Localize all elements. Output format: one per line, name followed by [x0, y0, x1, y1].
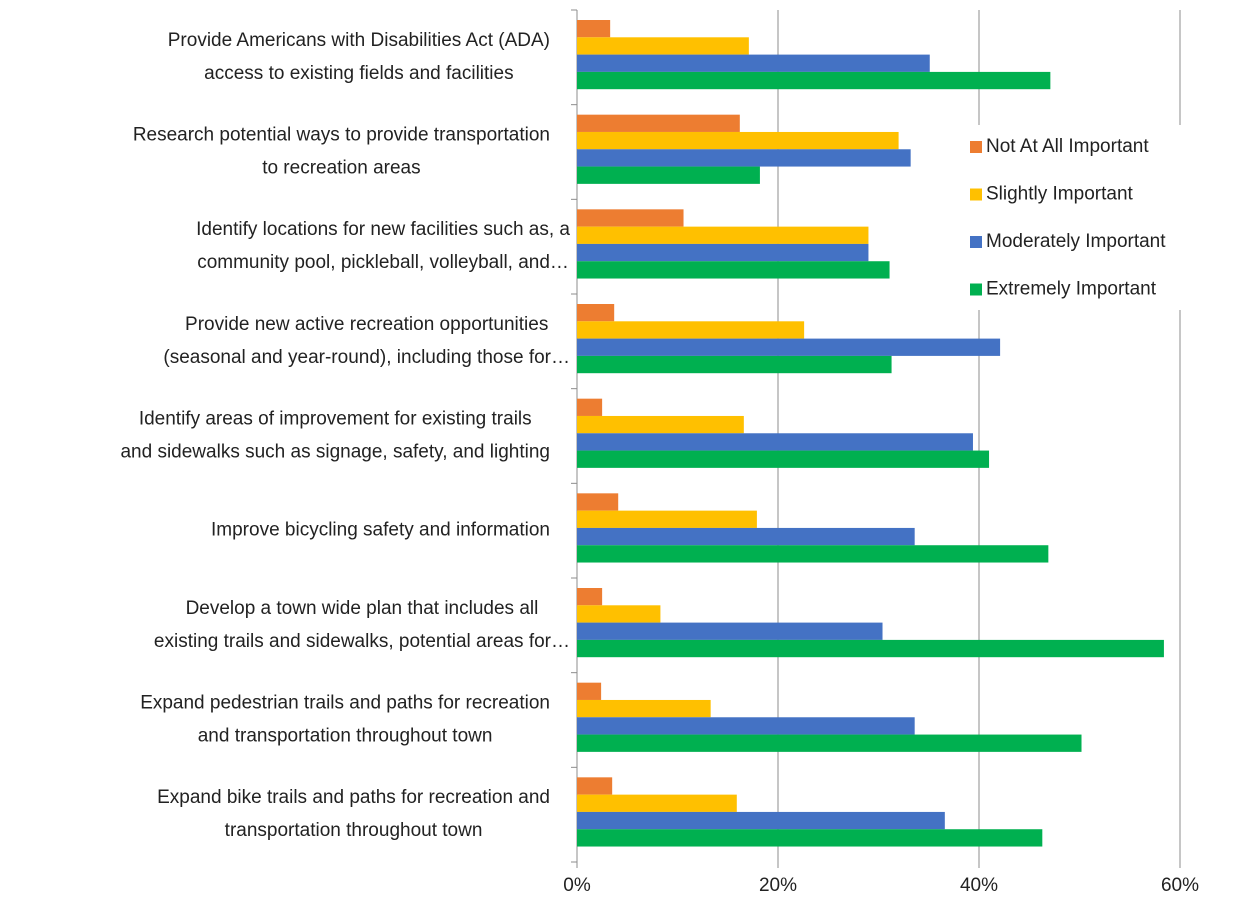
bar — [577, 622, 883, 640]
legend-box — [962, 125, 1220, 310]
bar — [577, 545, 1049, 563]
y-tick-label: Develop a town wide plan that includes a… — [154, 598, 570, 652]
y-tick-label: Provide new active recreation opportunit… — [163, 314, 570, 368]
legend-swatch — [970, 188, 982, 201]
bar — [577, 243, 869, 262]
bar — [577, 682, 602, 700]
bar — [577, 605, 661, 623]
y-tick-label: Research potential ways to provide trans… — [133, 125, 550, 179]
bar — [577, 639, 1164, 658]
y-tick-label-line: existing trails and sidewalks, potential… — [154, 631, 570, 652]
y-tick-label-line: Provide new active recreation opportunit… — [185, 314, 548, 335]
bar — [577, 450, 990, 468]
y-tick-label-line: Provide Americans with Disabilities Act … — [168, 30, 550, 51]
y-tick-label: Provide Americans with Disabilities Act … — [168, 30, 550, 84]
bar — [577, 321, 805, 339]
bar — [577, 355, 892, 374]
bar — [577, 829, 1043, 847]
y-tick-label-line: Research potential ways to provide trans… — [133, 125, 550, 146]
x-tick-label: 60% — [1161, 875, 1199, 896]
bar — [577, 37, 749, 55]
x-tick-label: 20% — [759, 875, 797, 896]
bar — [577, 717, 915, 735]
legend-label: Not At All Important — [986, 136, 1149, 157]
bar — [577, 794, 737, 812]
bar — [577, 699, 711, 718]
bar — [577, 209, 684, 227]
y-tick-label-line: Expand bike trails and paths for recreat… — [157, 787, 550, 808]
y-tick-label: Identify areas of improvement for existi… — [120, 409, 550, 463]
bar — [577, 734, 1082, 752]
y-tick-label-line: Expand pedestrian trails and paths for r… — [140, 693, 550, 714]
y-tick-label-line: access to existing fields and facilities — [204, 63, 513, 84]
legend-label: Slightly Important — [986, 184, 1134, 205]
bar — [577, 777, 613, 795]
bar — [577, 527, 915, 546]
y-tick-label-line: Identify areas of improvement for existi… — [139, 409, 532, 430]
y-tick-label: Expand bike trails and paths for recreat… — [157, 787, 550, 841]
bar — [577, 166, 760, 184]
bar — [577, 226, 869, 244]
bar — [577, 433, 973, 451]
y-tick-label-line: Improve bicycling safety and information — [211, 520, 550, 541]
bar — [577, 338, 1001, 356]
bar — [577, 398, 603, 416]
bar — [577, 54, 930, 72]
y-tick-label-line: Identify locations for new facilities su… — [196, 219, 570, 240]
y-tick-label-line: and sidewalks such as signage, safety, a… — [120, 442, 550, 463]
legend-swatch — [970, 236, 982, 248]
y-tick-label-line: community pool, pickleball, volleyball, … — [197, 252, 569, 273]
legend-label: Extremely Important — [986, 279, 1157, 300]
y-tick-label-line: Develop a town wide plan that includes a… — [186, 598, 539, 619]
y-tick-label: Identify locations for new facilities su… — [196, 219, 570, 273]
y-tick-label-line: transportation throughout town — [225, 820, 483, 841]
legend-swatch — [970, 141, 982, 153]
bar — [577, 114, 740, 132]
bar — [577, 304, 615, 322]
y-tick-label: Improve bicycling safety and information — [211, 520, 550, 541]
bar — [577, 71, 1051, 90]
legend-label: Moderately Important — [986, 231, 1166, 252]
y-tick-label-line: to recreation areas — [262, 158, 420, 179]
bar — [577, 20, 611, 38]
bar — [577, 131, 899, 150]
legend-swatch — [970, 283, 982, 296]
y-tick-label-line: and transportation throughout town — [198, 726, 493, 747]
y-tick-label: Expand pedestrian trails and paths for r… — [140, 693, 550, 747]
bar — [577, 149, 911, 167]
bar — [577, 493, 619, 511]
bar — [577, 510, 757, 528]
y-tick-label-line: (seasonal and year-round), including tho… — [163, 347, 570, 368]
bar — [577, 415, 744, 434]
x-tick-label: 0% — [563, 875, 591, 896]
x-tick-label: 40% — [960, 875, 998, 896]
bar — [577, 261, 890, 279]
bar — [577, 588, 603, 606]
bar — [577, 811, 945, 830]
